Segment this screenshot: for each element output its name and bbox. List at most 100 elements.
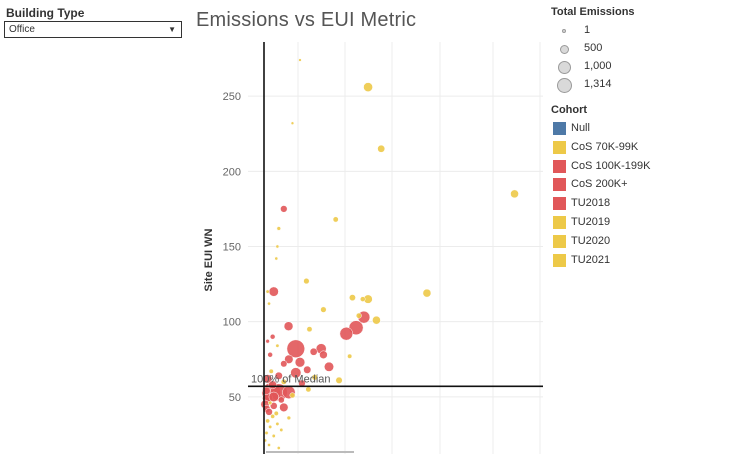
cohort-label: TU2018 (571, 197, 611, 210)
y-tick-label: 100 (223, 317, 241, 329)
y-tick-label: 200 (223, 166, 241, 178)
cohort-label: CoS 200K+ (571, 178, 628, 191)
chart-title: Emissions vs EUI Metric (196, 9, 417, 31)
data-point[interactable] (347, 353, 353, 359)
data-point[interactable] (268, 424, 273, 429)
data-point[interactable] (279, 402, 289, 412)
size-legend-title: Total Emissions (551, 6, 635, 18)
data-point[interactable] (270, 414, 275, 419)
data-point[interactable] (324, 361, 334, 372)
data-point[interactable] (271, 433, 276, 438)
size-legend-circle (557, 60, 571, 74)
cohort-swatch (553, 234, 566, 248)
data-point[interactable] (274, 371, 283, 380)
data-point[interactable] (267, 443, 271, 447)
data-point[interactable] (339, 326, 354, 341)
building-type-filter-title: Building Type (6, 6, 85, 20)
data-point[interactable] (280, 360, 288, 368)
y-tick-label: 150 (223, 241, 241, 253)
cohort-swatch (553, 178, 566, 192)
building-type-selected-value: Office (9, 24, 35, 35)
data-point[interactable] (268, 391, 279, 402)
data-point[interactable] (276, 446, 281, 450)
data-point[interactable] (277, 396, 285, 404)
cohort-label: TU2021 (571, 253, 611, 266)
cohort-swatch (553, 197, 566, 211)
y-axis-title: Site EUI WN (203, 228, 215, 291)
data-point[interactable] (349, 294, 356, 302)
cohort-legend-title: Cohort (551, 104, 588, 116)
data-point[interactable] (286, 339, 305, 358)
data-point[interactable] (290, 367, 302, 379)
data-point[interactable] (286, 415, 292, 421)
cohort-label: TU2019 (571, 216, 611, 228)
data-point[interactable] (269, 402, 278, 410)
data-point[interactable] (284, 354, 294, 364)
size-legend-label: 1,314 (584, 78, 612, 90)
data-point[interactable] (306, 326, 313, 333)
data-point[interactable] (355, 312, 362, 319)
cohort-swatch (553, 140, 566, 154)
data-point[interactable] (309, 347, 318, 356)
data-point[interactable] (275, 343, 280, 348)
y-tick-label: 50 (229, 392, 241, 404)
data-point[interactable] (363, 82, 373, 92)
cohort-swatch (553, 216, 566, 229)
data-point[interactable] (372, 315, 381, 325)
y-tick-label: 250 (223, 91, 241, 103)
data-point[interactable] (268, 368, 274, 374)
building-type-select[interactable]: Office ▼ (4, 21, 182, 38)
data-point[interactable] (265, 408, 273, 416)
data-point[interactable] (267, 301, 271, 306)
size-legend-label: 1 (584, 24, 591, 36)
data-point[interactable] (283, 321, 294, 331)
size-legend-label: 1,000 (584, 60, 612, 72)
data-point[interactable] (267, 352, 273, 358)
data-point[interactable] (335, 376, 343, 384)
data-point[interactable] (279, 427, 284, 432)
data-point[interactable] (267, 400, 273, 406)
size-legend-circle (562, 29, 566, 33)
cohort-label: TU2020 (571, 234, 611, 247)
data-point[interactable] (320, 306, 327, 313)
data-point[interactable] (298, 58, 302, 62)
data-point[interactable] (289, 392, 296, 399)
data-point[interactable] (294, 357, 306, 368)
data-point[interactable] (303, 365, 312, 374)
data-point[interactable] (265, 418, 270, 424)
data-point[interactable] (305, 386, 312, 393)
data-point[interactable] (422, 288, 432, 298)
data-point[interactable] (377, 144, 386, 153)
data-point[interactable] (274, 256, 279, 261)
data-point[interactable] (269, 333, 276, 340)
cohort-swatch (553, 253, 566, 267)
cohort-label: Null (571, 122, 590, 134)
data-point[interactable] (290, 121, 295, 125)
data-point[interactable] (303, 277, 310, 285)
cohort-label: CoS 70K-99K (571, 140, 639, 153)
data-point[interactable] (510, 189, 519, 199)
data-point[interactable] (265, 289, 270, 294)
data-point[interactable] (360, 296, 366, 302)
median-reference-label: 100% of Median (251, 373, 331, 385)
data-point[interactable] (275, 421, 280, 426)
cohort-swatch (553, 122, 566, 135)
data-point[interactable] (280, 378, 287, 385)
data-point[interactable] (275, 244, 280, 249)
data-point[interactable] (273, 410, 279, 416)
data-point[interactable] (264, 430, 269, 435)
data-point[interactable] (265, 339, 270, 344)
data-point[interactable] (280, 205, 288, 213)
data-point[interactable] (319, 350, 328, 359)
data-point[interactable] (268, 286, 279, 297)
data-point[interactable] (311, 374, 318, 381)
cohort-swatch (553, 159, 566, 173)
data-point[interactable] (276, 226, 281, 231)
cohort-label: CoS 100K-199K (571, 159, 651, 172)
chevron-down-icon[interactable]: ▼ (168, 25, 176, 34)
size-legend-label: 500 (584, 42, 603, 54)
size-legend-circle (559, 44, 569, 54)
data-point[interactable] (332, 216, 339, 223)
size-legend-circle (556, 77, 572, 93)
